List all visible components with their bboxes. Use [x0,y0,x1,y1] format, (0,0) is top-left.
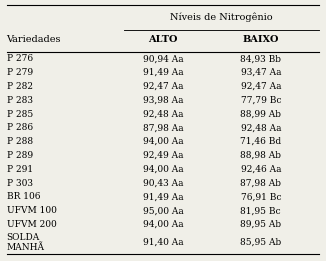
Text: P 282: P 282 [7,82,33,91]
Text: 92,49 Aa: 92,49 Aa [143,151,183,160]
Text: P 285: P 285 [7,110,33,118]
Text: 91,40 Aa: 91,40 Aa [143,238,183,247]
Text: 87,98 Aa: 87,98 Aa [143,123,183,132]
Text: UFVM 100: UFVM 100 [7,206,56,215]
Text: Variedades: Variedades [7,35,61,44]
Text: 94,00 Aa: 94,00 Aa [143,137,183,146]
Text: P 288: P 288 [7,137,33,146]
Text: Níveis de Nitrogênio: Níveis de Nitrogênio [170,13,273,22]
Text: 92,46 Aa: 92,46 Aa [241,165,281,174]
Text: 93,47 Aa: 93,47 Aa [241,68,281,77]
Text: P 283: P 283 [7,96,33,105]
Text: 88,99 Ab: 88,99 Ab [240,110,281,118]
Text: 84,93 Bb: 84,93 Bb [240,54,281,63]
Text: 90,43 Aa: 90,43 Aa [143,179,183,188]
Text: 91,49 Aa: 91,49 Aa [143,68,183,77]
Text: 81,95 Bc: 81,95 Bc [241,206,281,215]
Text: 92,47 Aa: 92,47 Aa [241,82,281,91]
Text: ALTO: ALTO [148,35,178,44]
Text: 77,79 Bc: 77,79 Bc [241,96,281,105]
Text: P 286: P 286 [7,123,33,132]
Text: SOLDA
MANHÃ: SOLDA MANHÃ [7,233,45,252]
Text: BR 106: BR 106 [7,192,40,201]
Text: 76,91 Bc: 76,91 Bc [241,192,281,201]
Text: 87,98 Ab: 87,98 Ab [240,179,281,188]
Text: 92,47 Aa: 92,47 Aa [143,82,183,91]
Text: P 303: P 303 [7,179,33,188]
Text: 88,98 Ab: 88,98 Ab [240,151,281,160]
Text: 89,95 Ab: 89,95 Ab [240,220,281,229]
Text: P 289: P 289 [7,151,33,160]
Text: 95,00 Aa: 95,00 Aa [143,206,183,215]
Text: 94,00 Aa: 94,00 Aa [143,220,183,229]
Text: 92,48 Aa: 92,48 Aa [241,123,281,132]
Text: 90,94 Aa: 90,94 Aa [143,54,183,63]
Text: 71,46 Bd: 71,46 Bd [240,137,281,146]
Text: P 276: P 276 [7,54,33,63]
Text: 92,48 Aa: 92,48 Aa [143,110,183,118]
Text: P 279: P 279 [7,68,33,77]
Text: P 291: P 291 [7,165,33,174]
Text: 94,00 Aa: 94,00 Aa [143,165,183,174]
Text: BAIXO: BAIXO [243,35,279,44]
Text: 85,95 Ab: 85,95 Ab [240,238,281,247]
Text: UFVM 200: UFVM 200 [7,220,56,229]
Text: 93,98 Aa: 93,98 Aa [143,96,183,105]
Text: 91,49 Aa: 91,49 Aa [143,192,183,201]
